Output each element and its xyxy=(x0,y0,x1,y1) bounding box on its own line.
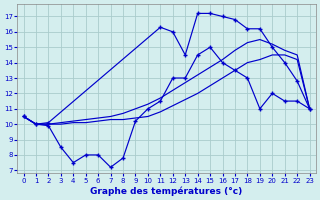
X-axis label: Graphe des températures (°c): Graphe des températures (°c) xyxy=(91,186,243,196)
